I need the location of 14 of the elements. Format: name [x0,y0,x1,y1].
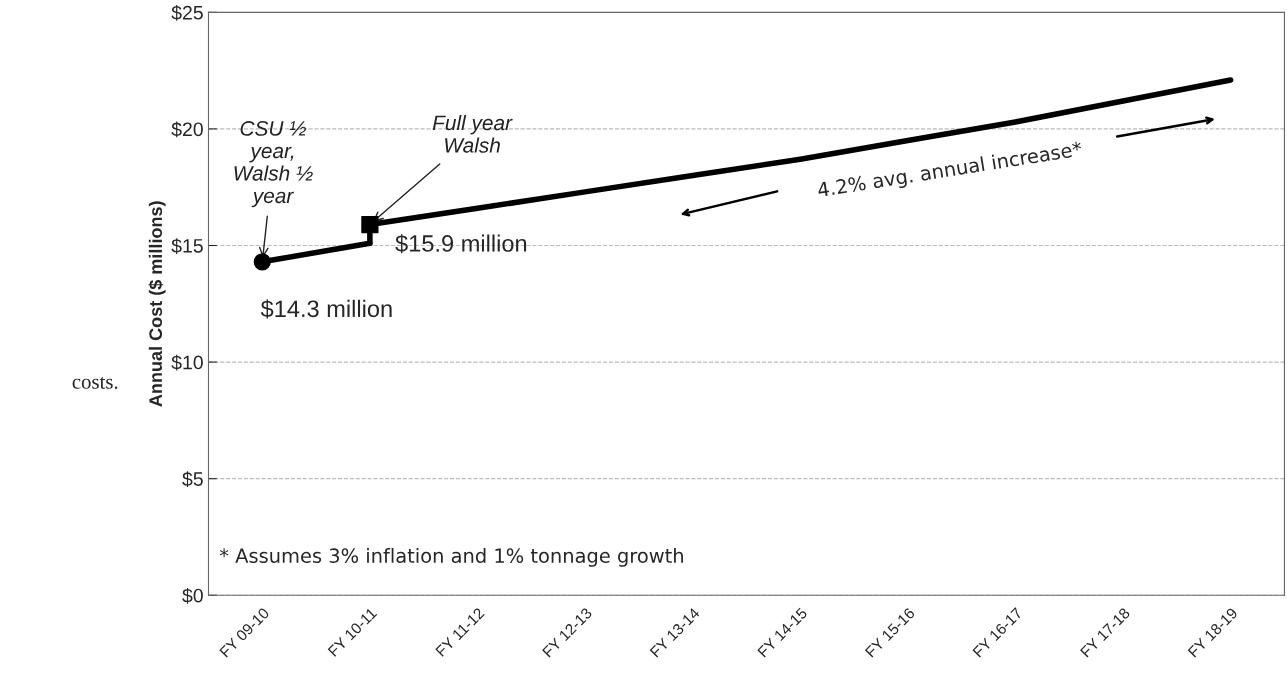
annotation: Full year Walsh [432,114,513,153]
y-tick-label: $15 [171,238,203,254]
y-tick-label: $10 [171,354,203,371]
y-tick-label: $0 [182,587,203,604]
text: costs. [72,376,118,389]
y-tick-label: $20 [171,121,203,138]
annotation: $14.3 million [260,299,392,319]
y-tick-label: $25 [171,4,203,21]
y-tick-label: $5 [182,471,203,488]
annotation: * Assumes 3% inflation and 1% tonnage growth [219,547,683,567]
annotation: CSU ½ year, Walsh ½ year [234,121,313,208]
y-axis-title: Annual Cost ($ millions) [148,201,166,407]
annotation: $15.9 million [395,234,527,254]
annotation: 4.2% avg. annual increase* [817,140,1083,201]
